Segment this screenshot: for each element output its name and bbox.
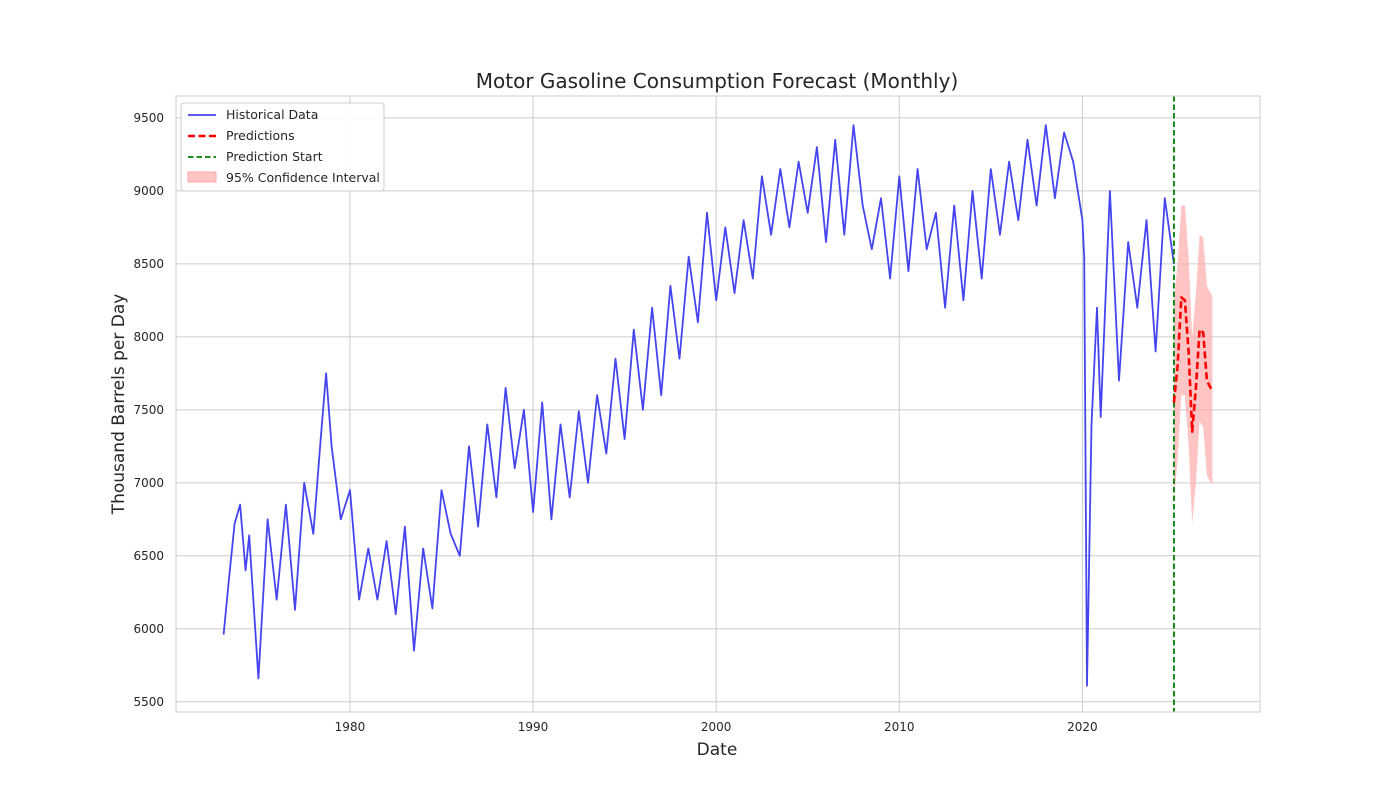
y-tick-label: 7500 bbox=[133, 403, 164, 417]
legend-box bbox=[180, 102, 385, 192]
legend-prediction-start-label: Prediction Start bbox=[226, 149, 323, 164]
y-tick-label: 5500 bbox=[133, 695, 164, 709]
y-tick-label: 6000 bbox=[133, 622, 164, 636]
legend-ci-swatch bbox=[187, 171, 217, 183]
x-tick-label: 2000 bbox=[701, 720, 732, 734]
x-tick-label: 2020 bbox=[1067, 720, 1098, 734]
legend-ci-label: 95% Confidence Interval bbox=[226, 170, 380, 185]
confidence-band bbox=[1173, 205, 1213, 524]
x-tick-label: 1980 bbox=[335, 720, 366, 734]
legend-historical-label: Historical Data bbox=[226, 107, 318, 122]
historical-series-group bbox=[222, 124, 1175, 687]
y-tick-labels: 5500 6000 6500 7000 7500 8000 8500 9000 9500 bbox=[133, 111, 164, 709]
y-tick-label: 9500 bbox=[133, 111, 164, 125]
x-tick-label: 1990 bbox=[518, 720, 549, 734]
x-axis-title: Date bbox=[697, 740, 738, 760]
y-axis-title: Thousand Barrels per Day bbox=[109, 294, 129, 516]
legend: Historical Data Predictions Prediction S… bbox=[180, 102, 385, 192]
y-tick-label: 8000 bbox=[133, 330, 164, 344]
y-tick-label: 9000 bbox=[133, 184, 164, 198]
plot-frame bbox=[175, 95, 1261, 713]
legend-predictions-label: Predictions bbox=[226, 128, 295, 143]
y-tick-label: 6500 bbox=[133, 549, 164, 563]
predictions-series-group bbox=[1172, 296, 1214, 434]
y-tick-label: 8500 bbox=[133, 257, 164, 271]
x-tick-label: 2010 bbox=[884, 720, 915, 734]
confidence-band-group bbox=[1173, 205, 1213, 524]
plot-area bbox=[175, 95, 1261, 713]
predictions-line bbox=[1172, 296, 1214, 434]
chart-title: Motor Gasoline Consumption Forecast (Mon… bbox=[476, 69, 959, 93]
x-tick-labels: 1980 1990 2000 2010 2020 bbox=[335, 720, 1098, 734]
historical-line bbox=[222, 124, 1175, 687]
y-tick-label: 7000 bbox=[133, 476, 164, 490]
